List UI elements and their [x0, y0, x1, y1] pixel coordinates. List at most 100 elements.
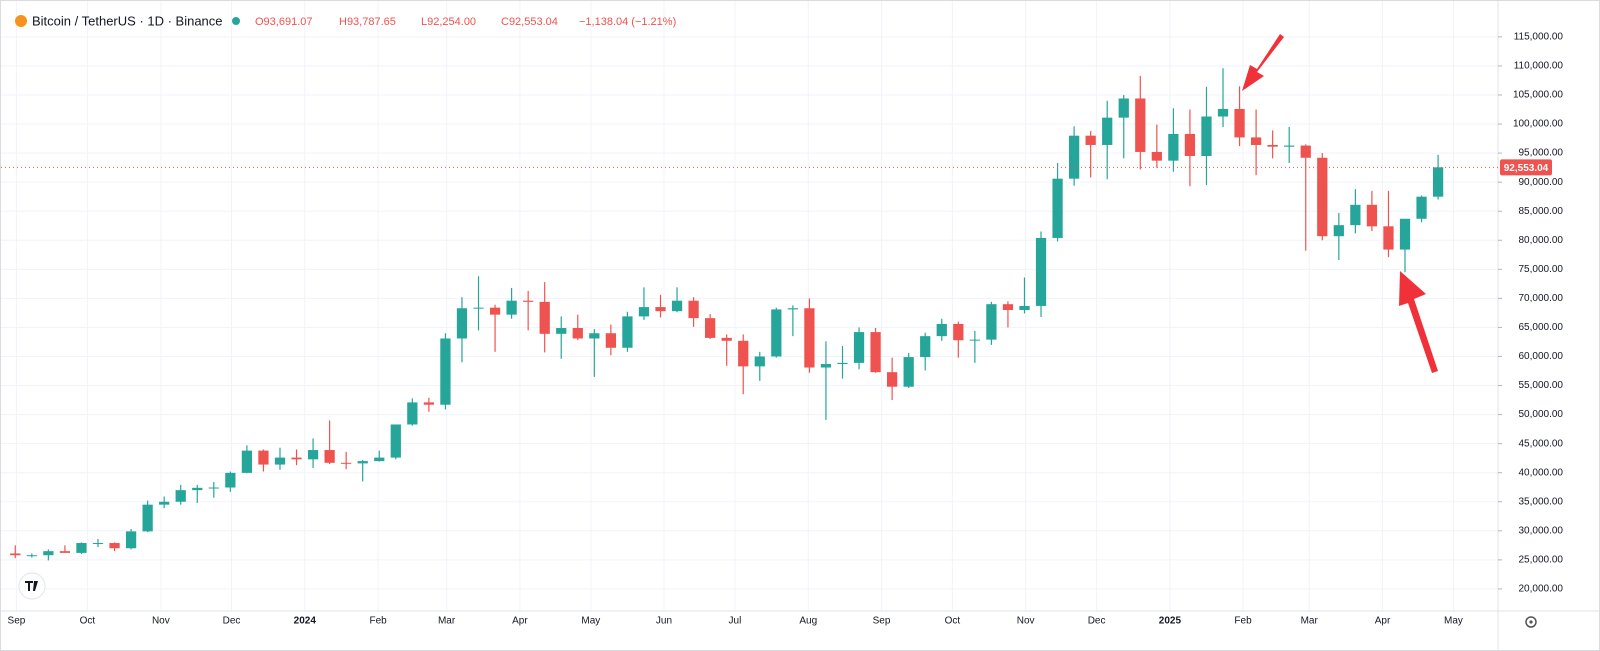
- y-tick-label: 45,000.00: [1519, 438, 1564, 449]
- y-tick-label: 60,000.00: [1519, 351, 1564, 362]
- x-tick-label: Oct: [80, 616, 96, 627]
- annotation-arrow: [1399, 271, 1438, 373]
- x-tick-label: May: [1444, 616, 1463, 627]
- candle-body: [1151, 151, 1162, 161]
- candle-body: [920, 336, 931, 358]
- candle-body: [1267, 144, 1278, 147]
- candle-body: [1432, 167, 1444, 197]
- candle-body: [1284, 145, 1295, 147]
- candle-body: [671, 300, 683, 312]
- x-tick-label: Nov: [152, 616, 170, 627]
- candle-body: [953, 323, 964, 341]
- candle-body: [241, 450, 253, 473]
- candle-body: [936, 323, 947, 337]
- candle-body: [489, 307, 501, 315]
- candle-body: [1085, 135, 1096, 145]
- candle-body: [638, 307, 650, 317]
- candle-body: [440, 338, 451, 405]
- candle-body: [258, 450, 269, 465]
- y-tick-label: 65,000.00: [1519, 322, 1564, 333]
- candle-body: [1350, 204, 1361, 226]
- candle-body: [10, 553, 21, 556]
- settings-button[interactable]: [1525, 616, 1537, 628]
- candle-body: [754, 356, 765, 367]
- candle-body: [1366, 204, 1378, 227]
- x-tick-label: Feb: [1234, 616, 1252, 627]
- candle-body: [738, 340, 749, 367]
- candle-body: [192, 487, 203, 491]
- candle-body: [324, 450, 335, 463]
- candles: [10, 68, 1444, 561]
- y-tick-label: 40,000.00: [1519, 467, 1564, 478]
- candle-body: [1416, 196, 1427, 219]
- x-tick-label: Aug: [799, 616, 817, 627]
- candle-body: [26, 555, 37, 557]
- ohlc-change: −1,138.04 (−1.21%): [579, 16, 676, 28]
- x-tick-label: Dec: [223, 616, 241, 627]
- grid: [1, 1, 1498, 611]
- candle-body: [787, 308, 798, 310]
- y-tick-label: 115,000.00: [1514, 32, 1564, 43]
- y-tick-label: 75,000.00: [1519, 264, 1564, 275]
- ohlc-low: L92,254.00: [421, 16, 476, 28]
- candle-body: [473, 307, 484, 309]
- symbol: Bitcoin / TetherUS · 1D · Binance: [32, 13, 223, 28]
- candle-body: [771, 309, 782, 357]
- x-tick-label: Oct: [945, 616, 961, 627]
- candle-body: [76, 543, 87, 553]
- candle-body: [175, 490, 186, 502]
- candle-body: [43, 551, 54, 556]
- y-tick-label: 100,000.00: [1513, 119, 1563, 130]
- candle-body: [274, 457, 286, 465]
- x-tick-label: Feb: [369, 616, 387, 627]
- candle-body: [1234, 108, 1245, 138]
- x-tick-label: Dec: [1088, 616, 1106, 627]
- candle-body: [1068, 135, 1080, 179]
- last-price-tag: [1500, 159, 1552, 176]
- candle-body: [986, 304, 997, 340]
- candle-body: [423, 402, 435, 405]
- candle-body: [159, 501, 170, 505]
- logo-mark: [25, 581, 38, 591]
- x-tick-label: Apr: [1375, 616, 1391, 627]
- x-tick-label: 2025: [1159, 616, 1182, 627]
- ohlc-open: O93,691.07: [255, 16, 313, 28]
- candle-body: [374, 457, 385, 462]
- x-tick-label: Sep: [873, 616, 891, 627]
- candle-body: [688, 300, 699, 319]
- candle-body: [1250, 137, 1262, 145]
- candle-body: [208, 487, 219, 489]
- candle-body: [59, 551, 71, 553]
- x-tick-label: Sep: [8, 616, 26, 627]
- candle-body: [92, 543, 104, 545]
- candle-body: [1118, 98, 1129, 118]
- candle-body: [870, 332, 881, 373]
- candle-body: [572, 328, 583, 339]
- candle-body: [853, 332, 865, 363]
- x-tick-label: Jun: [656, 616, 672, 627]
- candle-body: [1217, 108, 1229, 117]
- candle-body: [142, 504, 153, 532]
- y-tick-label: 30,000.00: [1519, 525, 1564, 536]
- candle-body: [1019, 305, 1030, 310]
- x-tick-label: May: [581, 616, 600, 627]
- y-tick-label: 85,000.00: [1519, 206, 1564, 217]
- status-dot: [232, 17, 240, 25]
- candle-body: [307, 450, 319, 460]
- candle-body: [225, 472, 236, 488]
- y-tick-label: 90,000.00: [1519, 177, 1564, 188]
- settings-dot: [1529, 620, 1533, 624]
- candle-body: [1201, 116, 1212, 157]
- candle-body: [1035, 237, 1047, 306]
- candle-body: [523, 300, 534, 302]
- candle-body: [1399, 218, 1411, 250]
- y-tick-label: 25,000.00: [1519, 555, 1564, 566]
- candle-body: [589, 333, 600, 339]
- y-tick-label: 80,000.00: [1519, 235, 1564, 246]
- last-price-label: 92,553.04: [1504, 163, 1549, 174]
- candle-body: [390, 424, 401, 458]
- y-tick-label: 35,000.00: [1519, 496, 1564, 507]
- candle-body: [506, 300, 517, 315]
